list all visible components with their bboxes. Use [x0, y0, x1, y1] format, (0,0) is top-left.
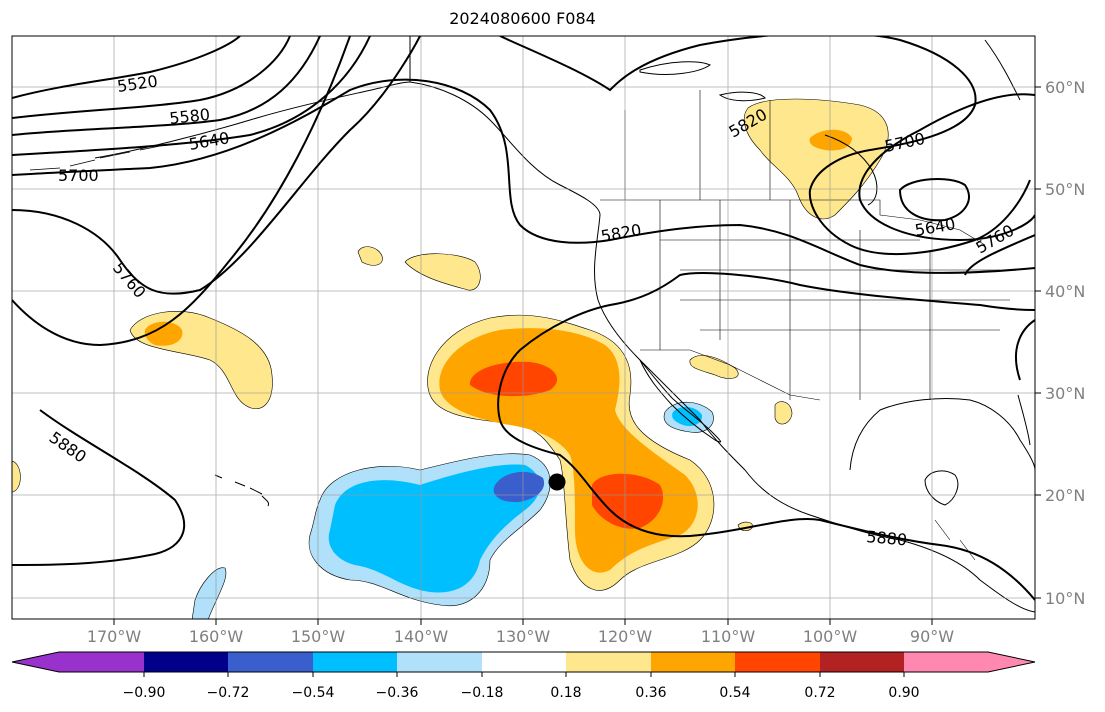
positive-anomaly-036 [809, 129, 852, 151]
colorbar-tick-label: −0.72 [207, 685, 250, 701]
negative-anomaly-054 [493, 471, 545, 503]
storm-center-marker [548, 473, 566, 491]
contour-line [499, 419, 1035, 601]
lat-axis: 60°N 50°N 40°N 30°N 20°N 10°N [1035, 78, 1085, 608]
colorbar-segment [144, 652, 228, 672]
positive-anomaly-018 [404, 253, 481, 291]
positive-anomaly-018 [774, 401, 793, 425]
colorbar-segment [566, 652, 651, 672]
central-america-borders [934, 519, 976, 561]
colorbar-tick-label: −0.54 [292, 685, 335, 701]
lon-tick-label: 120°W [598, 627, 653, 646]
lon-tick-label: 160°W [189, 627, 244, 646]
plot-title: 2024080600 F084 [449, 9, 596, 28]
colorbar-segment [228, 652, 313, 672]
contour-label: 5880 [866, 527, 908, 549]
lat-tick-label: 10°N [1045, 589, 1085, 608]
contour-line [12, 36, 291, 119]
positive-anomaly-018 [12, 461, 21, 493]
map-area: 5520 5580 5640 5700 5760 5820 5880 5820 … [12, 36, 1035, 619]
contour-line [499, 36, 1031, 256]
colorbar-tick-label: −0.36 [376, 685, 419, 701]
colorbar-tick-label: −0.90 [123, 685, 166, 701]
arctic-islands [639, 61, 766, 102]
hawaii [214, 474, 269, 507]
contour-line [497, 272, 1035, 421]
us-mexico-border [640, 349, 821, 401]
lat-tick-label: 20°N [1045, 486, 1085, 505]
lat-tick-label: 60°N [1045, 78, 1085, 97]
colorbar-segment [651, 652, 735, 672]
colorbar-segment [904, 652, 988, 672]
contour-label: 5700 [58, 166, 99, 185]
hudson-bay [824, 134, 878, 206]
lon-tick-label: 100°W [803, 627, 858, 646]
colorbar: −0.90 −0.72 −0.54 −0.36 −0.18 0.18 0.36 … [11, 651, 1036, 701]
lat-tick-label: 40°N [1045, 282, 1085, 301]
positive-anomaly-036 [144, 321, 183, 346]
colorbar-segment [820, 652, 904, 672]
lat-tick-label: 50°N [1045, 180, 1085, 199]
lon-tick-label: 150°W [291, 627, 346, 646]
colorbar-tick-label: 0.90 [888, 685, 919, 701]
lon-tick-label: 170°W [87, 627, 142, 646]
height-contours [12, 36, 1035, 601]
florida [1017, 394, 1031, 446]
colorbar-extend-max [988, 652, 1035, 672]
contour-line [12, 36, 371, 156]
positive-anomaly-018 [357, 246, 383, 266]
contour-line [12, 78, 1035, 274]
graticule [12, 36, 1035, 619]
gulf-of-mexico-coast [849, 398, 1035, 471]
us-state-lines [659, 200, 1010, 400]
negative-anomaly-018 [191, 567, 227, 619]
lon-tick-label: 110°W [701, 627, 756, 646]
contour-line [12, 36, 351, 347]
positive-anomaly-054 [592, 473, 664, 529]
contour-line [12, 36, 241, 99]
lon-tick-label: 140°W [394, 627, 449, 646]
colorbar-outline [11, 651, 1036, 673]
colorbar-tick-label: 0.72 [804, 685, 835, 701]
aleutian-islands [29, 145, 161, 171]
colorbar-extend-min [12, 652, 59, 672]
lat-tick-label: 30°N [1045, 384, 1085, 403]
contour-line [964, 234, 1035, 276]
baja-california [639, 359, 722, 443]
colorbar-segment [313, 652, 397, 672]
contour-line [12, 409, 186, 566]
lon-axis: 170°W 160°W 150°W 140°W 130°W 120°W 110°… [87, 619, 954, 646]
contour-line [898, 178, 970, 222]
contour-line [858, 93, 1035, 242]
colorbar-segment [59, 652, 144, 672]
us-canada-border [600, 199, 986, 246]
contour-line [12, 36, 321, 136]
positive-anomaly-054 [469, 361, 558, 397]
contour-line [1015, 319, 1035, 381]
positive-anomaly-018 [689, 355, 739, 379]
lon-tick-label: 90°W [910, 627, 954, 646]
colorbar-tick-label: −0.18 [461, 685, 504, 701]
political-borders [600, 90, 1010, 561]
colorbar-segment [397, 652, 482, 672]
lon-tick-label: 130°W [496, 627, 551, 646]
colorbar-tick-label: 0.54 [719, 685, 750, 701]
colorbar-tick-label: 0.36 [635, 685, 666, 701]
yucatan [924, 470, 959, 506]
north-america-west-coast [409, 36, 1035, 613]
colorbar-segment [482, 652, 566, 672]
negative-anomaly-036 [328, 464, 540, 593]
colorbar-tick-label: 0.18 [550, 685, 581, 701]
colorbar-segment [735, 652, 820, 672]
contour-label: 5580 [168, 105, 210, 128]
